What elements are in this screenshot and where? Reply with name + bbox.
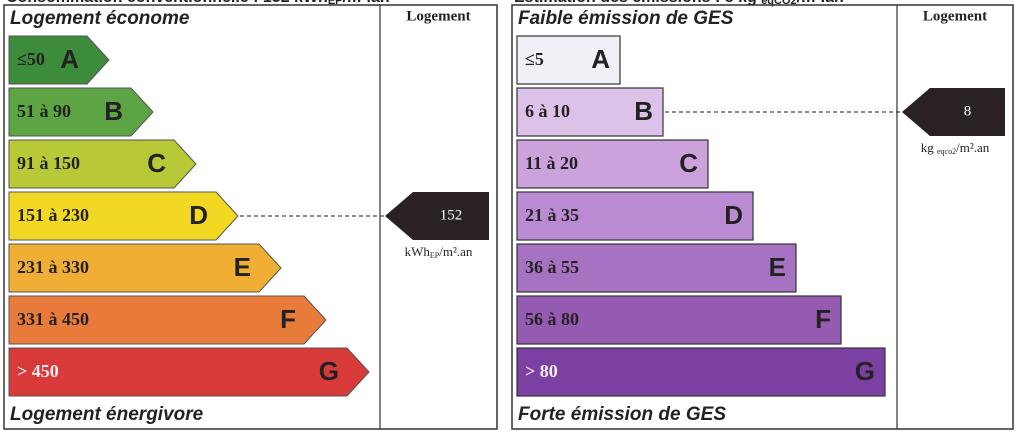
class-letter: F [280,304,296,334]
unit-rest: /m².an [956,140,990,155]
class-range: 6 à 10 [525,101,570,121]
caption-sub: EP [328,0,343,7]
class-letter: C [679,148,698,178]
class-range: 51 à 90 [17,101,71,121]
class-range: ≤5 [525,49,544,69]
class-range: ≤50 [17,49,45,69]
unit-rest: /m².an [439,244,473,259]
caption-rest: /m².an [343,0,390,6]
value-unit: kWhEP/m².an [405,244,473,260]
class-range: 231 à 330 [17,257,89,277]
caption-text: Estimation des émissions : 8 kg [514,0,761,6]
class-letter: C [147,148,166,178]
class-bar [516,87,664,137]
class-range: > 80 [525,361,558,381]
class-range: 21 à 35 [525,205,579,225]
bottom-label: Forte émission de GES [518,404,726,425]
class-range: 151 à 230 [17,205,89,225]
value-marker [385,192,489,240]
class-bar [516,35,621,85]
class-letter: E [769,252,786,282]
caption: Estimation des émissions : 8 kg eqCO2/m²… [514,0,844,7]
class-letter: D [189,200,208,230]
class-bar [8,243,282,293]
top-label: Logement économe [10,8,190,29]
top-label: Faible émission de GES [518,8,734,29]
panel-frame [511,4,1014,430]
class-range: 56 à 80 [525,309,579,329]
class-letter: F [815,304,831,334]
class-bar [516,139,709,189]
class-letter: E [234,252,251,282]
unit-sub: eqco2 [937,147,956,156]
class-bar [516,243,797,293]
class-letter: A [591,44,610,74]
class-range: 11 à 20 [525,153,578,173]
class-bar [8,295,327,345]
class-letter: A [60,44,79,74]
class-bar [8,139,197,189]
class-range: 331 à 450 [17,309,89,329]
class-bar [8,35,110,85]
class-letter: G [319,356,339,386]
caption: Consommation conventionnelle : 152 kWhEP… [6,0,390,7]
class-letter: B [104,96,123,126]
class-letter: G [855,356,875,386]
class-range: 36 à 55 [525,257,579,277]
column-header: Logement [406,8,470,24]
class-range: > 450 [17,361,59,381]
class-bar [8,191,239,241]
class-bar [516,347,886,397]
caption-text: Consommation conventionnelle : 152 kWh [6,0,328,6]
class-range: 91 à 150 [17,153,80,173]
bottom-label: Logement énergivore [10,404,204,425]
unit-main: kWh [405,244,431,259]
unit-main: kg [921,140,937,155]
value-unit: kg eqco2/m².an [921,140,990,156]
class-bar [8,347,370,397]
caption-sub: eqCO2 [761,0,796,7]
caption-rest: /m².an [797,0,844,6]
panel-frame [3,4,498,430]
unit-sub: EP [430,251,440,260]
class-bar [8,87,154,137]
class-bar [516,191,754,241]
class-letter: B [634,96,653,126]
value-text: 8 [964,103,972,119]
value-marker [902,88,1005,136]
column-header: Logement [923,8,987,24]
class-bar [516,295,842,345]
class-letter: D [724,200,743,230]
value-text: 152 [440,207,463,223]
